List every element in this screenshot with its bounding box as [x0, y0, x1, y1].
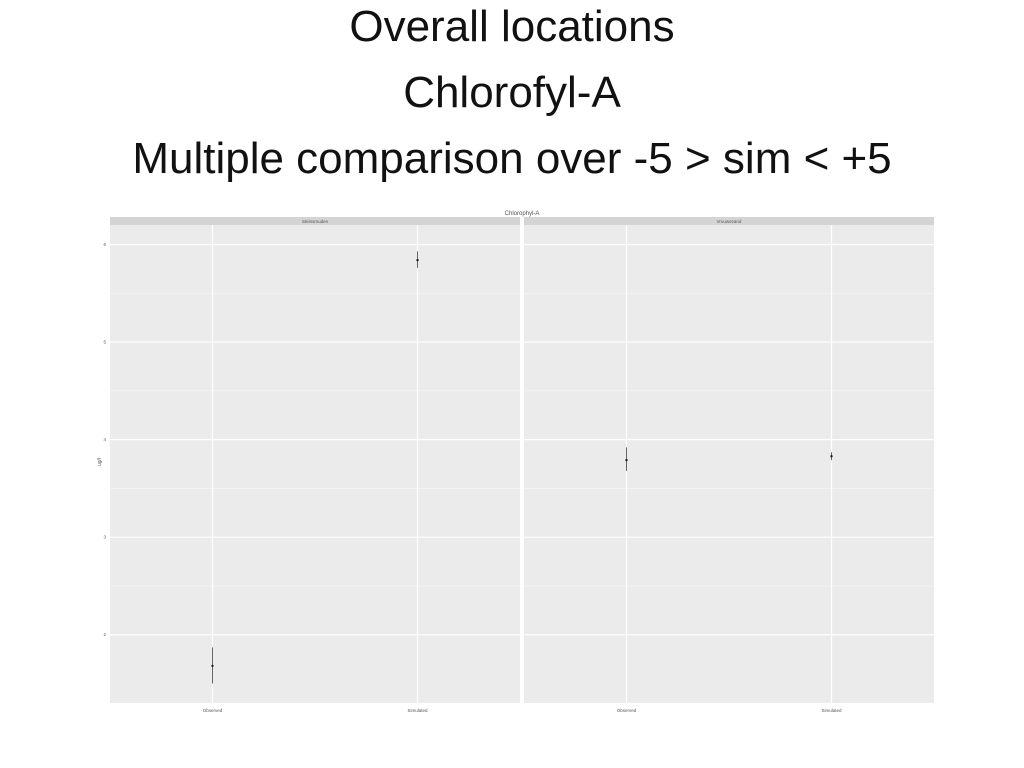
- panel-background: [110, 225, 520, 703]
- chart-title: Chlorophyl-A: [505, 211, 540, 217]
- facet-strip-label: Vrouwezand: [717, 219, 742, 224]
- y-tick-label: 5: [103, 340, 106, 345]
- data-point: [416, 258, 419, 262]
- x-tick-label: Simulated: [821, 708, 842, 713]
- y-tick-label: 6: [103, 242, 106, 247]
- facet-strip: [524, 217, 934, 225]
- slide-title-line-2: Chlorofyl-A: [403, 68, 621, 117]
- x-tick-label: Observed: [203, 708, 223, 713]
- facet-strip: [110, 217, 520, 225]
- data-point: [211, 664, 214, 668]
- x-tick-label: Observed: [617, 708, 637, 713]
- data-point: [830, 454, 833, 458]
- panel-background: [524, 225, 934, 703]
- y-tick-label: 2: [103, 632, 106, 637]
- data-point: [625, 458, 628, 462]
- slide-title: Overall locations Chlorofyl-A Multiple c…: [0, 0, 1024, 192]
- y-tick-label: 4: [103, 437, 106, 442]
- slide-title-line-3: Multiple comparison over -5 > sim < +5: [132, 134, 892, 183]
- x-tick-label: Simulated: [407, 708, 428, 713]
- y-axis-label: ug/l: [97, 458, 103, 466]
- slide-title-line-1: Overall locations: [349, 2, 675, 51]
- chart-panels: Steinsmuden Observed Simulated Vrouwezand Ob…: [103, 217, 934, 713]
- facet-strip-label: Steinsmuden: [302, 219, 329, 224]
- y-tick-label: 3: [103, 535, 106, 540]
